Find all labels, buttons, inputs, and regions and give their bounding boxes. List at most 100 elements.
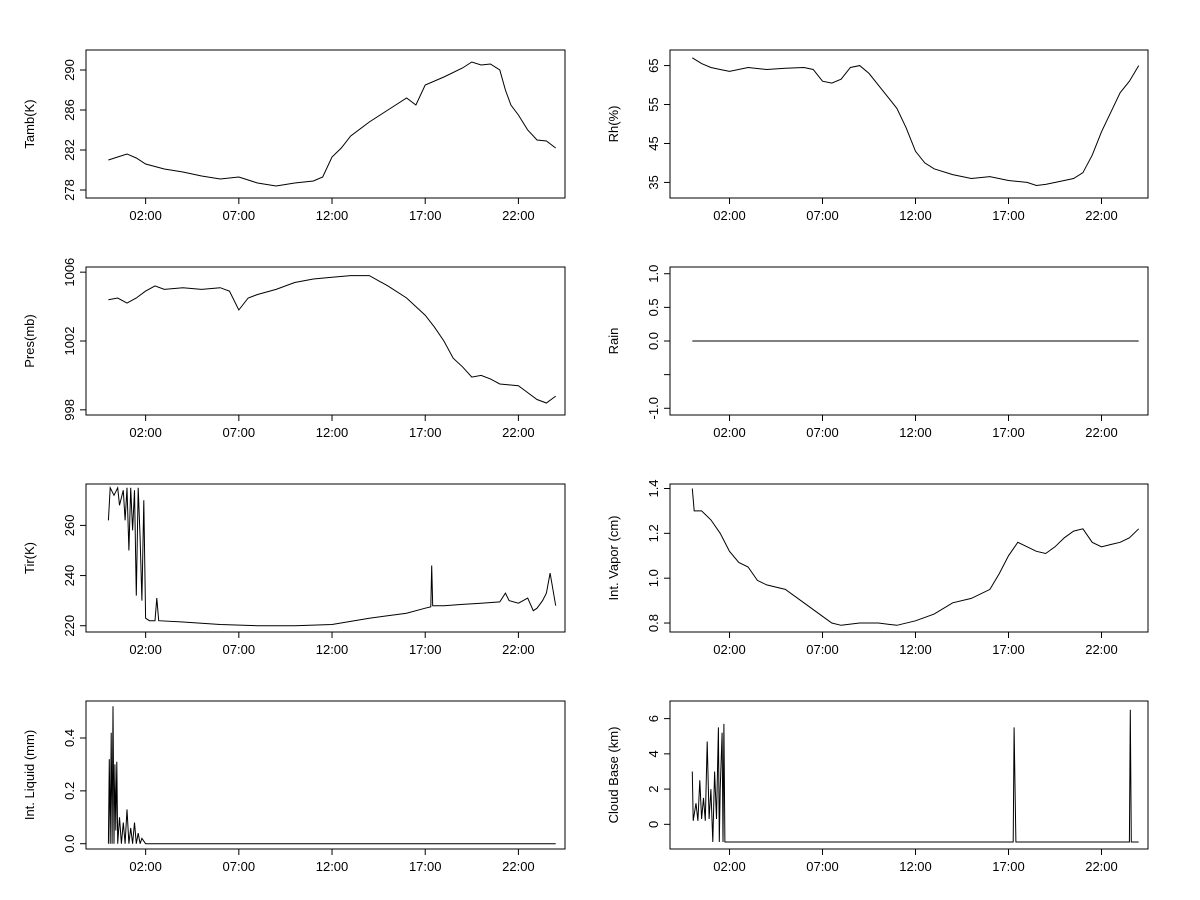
x-tick-label: 22:00 bbox=[1085, 859, 1118, 874]
panel-7: 02:00 07:00 12:00 17:00 22:00 0.0 0.2 0.4 Int. L… bbox=[22, 700, 566, 874]
y-tick-label: 0 bbox=[646, 821, 661, 828]
y-axis-label: Int. Liquid (mm) bbox=[22, 730, 37, 820]
x-tick-label: 22:00 bbox=[502, 208, 535, 223]
y-axis-label: Cloud Base (km) bbox=[606, 727, 621, 824]
y-tick-label: 220 bbox=[62, 615, 77, 637]
x-tick-label: 17:00 bbox=[992, 642, 1025, 657]
y-tick-label: 6 bbox=[646, 715, 661, 722]
y-axis-label: Pres(mb) bbox=[22, 314, 37, 367]
series-line bbox=[108, 61, 557, 187]
series-line bbox=[692, 57, 1140, 187]
x-tick-label: 07:00 bbox=[806, 642, 839, 657]
x-tick-label: 12:00 bbox=[316, 642, 349, 657]
x-tick-label: 17:00 bbox=[409, 859, 442, 874]
x-tick-label: 02:00 bbox=[713, 859, 746, 874]
y-tick-label: 0.5 bbox=[646, 298, 661, 316]
y-tick-label: 2 bbox=[646, 785, 661, 792]
x-tick-label: 02:00 bbox=[129, 642, 162, 657]
x-tick-label: 17:00 bbox=[992, 425, 1025, 440]
y-axis-label: Tamb(K) bbox=[22, 99, 37, 148]
y-tick-label: 0.0 bbox=[646, 332, 661, 350]
y-tick-label: -1.0 bbox=[646, 397, 661, 419]
y-axis-label: Rain bbox=[606, 328, 621, 355]
y-tick-label: 0.4 bbox=[62, 729, 77, 747]
plot-frame bbox=[85, 49, 566, 199]
y-tick-label: 0.0 bbox=[62, 835, 77, 853]
series-line bbox=[107, 706, 556, 845]
x-tick-label: 22:00 bbox=[502, 642, 535, 657]
y-tick-label: 278 bbox=[62, 179, 77, 201]
y-axis-label: Int. Vapor (cm) bbox=[606, 515, 621, 600]
y-tick-label: 1006 bbox=[62, 258, 77, 287]
x-tick-label: 12:00 bbox=[316, 425, 349, 440]
x-tick-label: 07:00 bbox=[806, 208, 839, 223]
x-tick-label: 12:00 bbox=[899, 642, 932, 657]
y-tick-label: 0.2 bbox=[62, 782, 77, 800]
y-tick-label: 240 bbox=[62, 565, 77, 587]
panel-3: 02:00 07:00 12:00 17:00 22:00 998 1002 1006 Pres… bbox=[22, 258, 566, 440]
y-tick-label: 4 bbox=[646, 750, 661, 757]
series-line bbox=[691, 488, 1140, 626]
plot-frame bbox=[85, 700, 566, 850]
series-line bbox=[107, 485, 557, 627]
panel-1: 02:00 07:00 12:00 17:00 22:00 278 282 286 290 Tam… bbox=[22, 49, 566, 223]
x-tick-label: 02:00 bbox=[713, 642, 746, 657]
x-tick-label: 07:00 bbox=[223, 208, 256, 223]
y-tick-label: 286 bbox=[62, 99, 77, 121]
x-tick-label: 17:00 bbox=[992, 208, 1025, 223]
x-tick-label: 02:00 bbox=[713, 208, 746, 223]
y-tick-label: 0.8 bbox=[646, 614, 661, 632]
y-axis-label: Tir(K) bbox=[22, 542, 37, 574]
x-tick-label: 22:00 bbox=[502, 425, 535, 440]
x-tick-label: 22:00 bbox=[502, 859, 535, 874]
plot-frame bbox=[669, 483, 1149, 633]
panel-2: 02:00 07:00 12:00 17:00 22:00 35 45 55 65 Rh(%) bbox=[606, 49, 1149, 223]
x-tick-label: 17:00 bbox=[409, 208, 442, 223]
x-tick-label: 12:00 bbox=[899, 425, 932, 440]
y-tick-label: 45 bbox=[646, 136, 661, 150]
x-tick-label: 07:00 bbox=[806, 425, 839, 440]
x-tick-label: 07:00 bbox=[806, 859, 839, 874]
y-tick-label: 1002 bbox=[62, 327, 77, 356]
y-tick-label: 1.4 bbox=[646, 479, 661, 497]
x-tick-label: 17:00 bbox=[409, 425, 442, 440]
y-tick-label: 290 bbox=[62, 59, 77, 81]
y-tick-label: 1.0 bbox=[646, 569, 661, 587]
series-line bbox=[108, 275, 556, 404]
panel-4: 02:00 07:00 12:00 17:00 22:00 -1.0 0.0 0.5 1.0 Ra… bbox=[606, 265, 1149, 440]
x-tick-label: 12:00 bbox=[316, 208, 349, 223]
x-tick-label: 02:00 bbox=[129, 425, 162, 440]
y-tick-label: 35 bbox=[646, 175, 661, 189]
x-tick-label: 07:00 bbox=[223, 642, 256, 657]
series-line bbox=[691, 709, 1139, 843]
x-tick-label: 07:00 bbox=[223, 425, 256, 440]
y-axis-label: Rh(%) bbox=[606, 106, 621, 143]
plot-frame bbox=[669, 700, 1149, 850]
x-tick-label: 02:00 bbox=[713, 425, 746, 440]
y-tick-label: 260 bbox=[62, 515, 77, 537]
x-tick-label: 12:00 bbox=[899, 208, 932, 223]
panel-5: 02:00 07:00 12:00 17:00 22:00 220 240 260 Tir(K) bbox=[22, 483, 566, 657]
x-tick-label: 22:00 bbox=[1085, 208, 1118, 223]
y-tick-label: 1.2 bbox=[646, 524, 661, 542]
y-tick-label: 55 bbox=[646, 97, 661, 111]
y-tick-label: 65 bbox=[646, 58, 661, 72]
x-tick-label: 12:00 bbox=[316, 859, 349, 874]
x-tick-label: 02:00 bbox=[129, 859, 162, 874]
y-tick-label: 1.0 bbox=[646, 265, 661, 283]
x-tick-label: 02:00 bbox=[129, 208, 162, 223]
x-tick-label: 07:00 bbox=[223, 859, 256, 874]
plot-frame bbox=[669, 49, 1149, 199]
x-tick-label: 17:00 bbox=[409, 642, 442, 657]
y-tick-label: 998 bbox=[62, 399, 77, 421]
panel-6: 02:00 07:00 12:00 17:00 22:00 0.8 1.0 1.2 1.4 Int… bbox=[606, 479, 1149, 657]
x-tick-label: 22:00 bbox=[1085, 425, 1118, 440]
x-tick-label: 12:00 bbox=[899, 859, 932, 874]
x-tick-label: 17:00 bbox=[992, 859, 1025, 874]
x-tick-label: 22:00 bbox=[1085, 642, 1118, 657]
plot-frame bbox=[85, 483, 566, 633]
plot-frame bbox=[85, 266, 566, 416]
y-tick-label: 282 bbox=[62, 139, 77, 161]
panel-8: 02:00 07:00 12:00 17:00 22:00 0 2 4 6 Cloud Base … bbox=[606, 700, 1149, 874]
